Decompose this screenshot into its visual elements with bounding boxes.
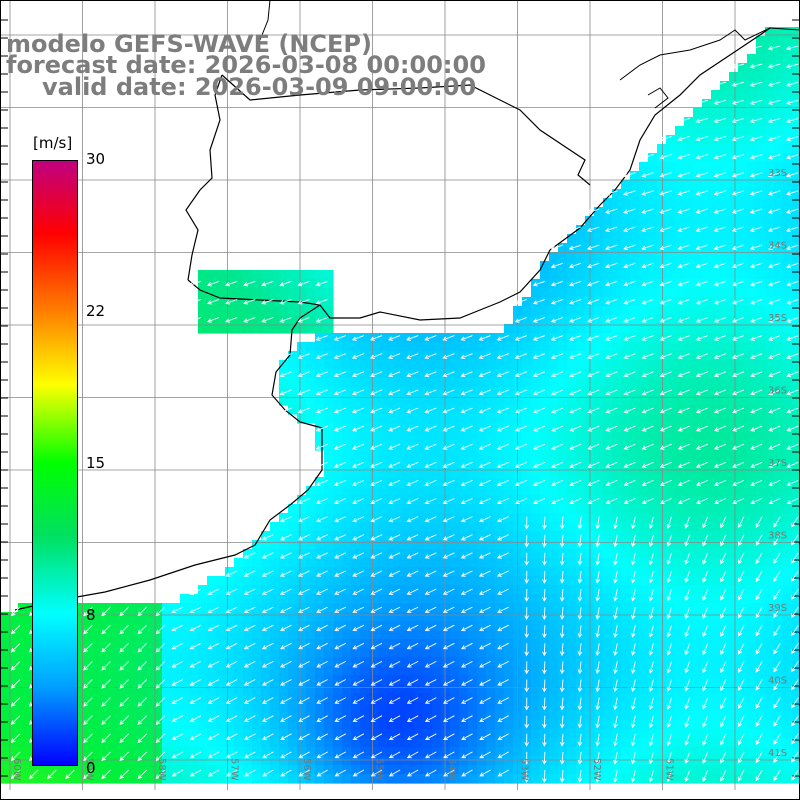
graticule-labels: 33S 34S 35S 36S 37S 38S 39S 40S 41S 60W 59W 58W 57W 5… bbox=[11, 168, 787, 781]
lon-label: 59W bbox=[84, 758, 95, 781]
valid-date: valid date: 2026-03-09 09:00:00 bbox=[42, 73, 477, 101]
lat-label: 39S bbox=[768, 603, 787, 614]
lat-label: 40S bbox=[768, 676, 787, 687]
lon-label: 54W bbox=[446, 758, 457, 781]
lon-label: 56W bbox=[301, 758, 312, 781]
model-title: modelo GEFS-WAVE (NCEP) bbox=[6, 30, 372, 58]
colorbar-tick-30: 30 bbox=[86, 150, 106, 168]
colorbar-unit-label: [m/s] bbox=[33, 134, 73, 152]
lat-label: 35S bbox=[768, 313, 787, 324]
colorbar-tick-22: 22 bbox=[86, 302, 106, 320]
colorbar-gradient bbox=[32, 160, 78, 766]
lon-label: 55W bbox=[374, 758, 385, 781]
lat-label: 38S bbox=[768, 531, 787, 542]
lat-label: 41S bbox=[768, 748, 787, 759]
lon-label: 52W bbox=[591, 758, 602, 781]
lon-label: 60W bbox=[11, 758, 22, 781]
colorbar-tick-0: 0 bbox=[86, 759, 96, 777]
coastline bbox=[14, 0, 800, 611]
lat-label: 34S bbox=[768, 241, 787, 252]
lat-label: 33S bbox=[768, 168, 787, 179]
lat-label: 36S bbox=[768, 386, 787, 397]
lat-label: 37S bbox=[768, 458, 787, 469]
colorbar-tick-15: 15 bbox=[86, 454, 106, 472]
lon-label: 51W bbox=[664, 758, 675, 781]
lon-label: 58W bbox=[156, 758, 167, 781]
forecast-date: forecast date: 2026-03-08 00:00:00 bbox=[6, 51, 486, 79]
lon-label: 53W bbox=[519, 758, 530, 781]
lon-label: 57W bbox=[229, 758, 240, 781]
colorbar-tick-8: 8 bbox=[86, 606, 96, 624]
